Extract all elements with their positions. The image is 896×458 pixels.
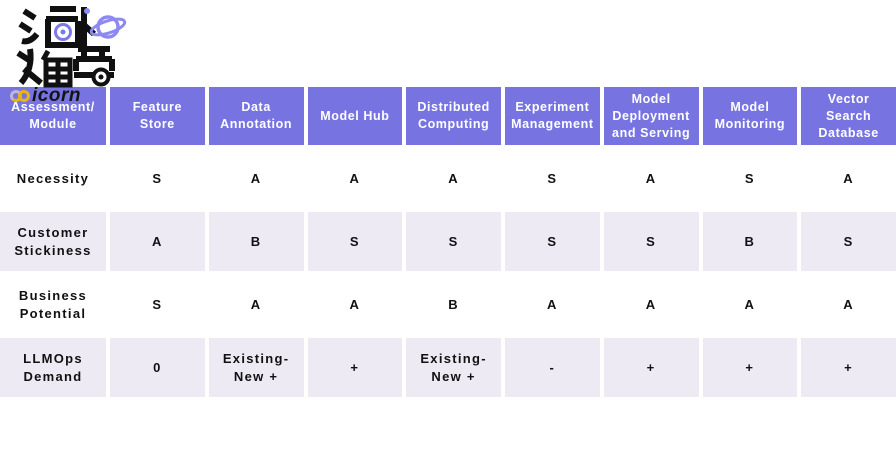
overseas-unicorn-cjk-logo-art	[16, 6, 127, 88]
table-cell: A	[448, 170, 459, 186]
table-cell: S	[505, 212, 600, 271]
saturn-planet-icon	[89, 15, 127, 39]
table-cell: +	[603, 338, 699, 397]
table-cell: A	[645, 296, 657, 312]
table-cell: A	[349, 170, 361, 186]
table-cell: -	[505, 338, 600, 397]
table-cell: S	[603, 212, 699, 271]
table-cell: B	[208, 212, 304, 271]
table-cell: A	[250, 296, 262, 312]
row-label-llmops-demand: LLMOps Demand	[0, 338, 106, 397]
table-cell: B	[448, 296, 459, 312]
table-cell: A	[547, 296, 558, 312]
header-vector-search-database: Vector Search Database	[801, 87, 896, 145]
table-cell: S	[406, 212, 501, 271]
table-cell: Existing- New +	[406, 338, 501, 397]
header-feature-store: Feature Store	[110, 87, 205, 145]
table-cell: B	[702, 212, 798, 271]
table-cell: S	[307, 212, 403, 271]
table-cell: A	[250, 170, 262, 186]
table-cell: A	[843, 170, 854, 186]
header-data-annotation: Data Annotation	[208, 87, 304, 145]
row-label-necessity: Necessity	[16, 170, 90, 186]
table-cell: A	[349, 296, 361, 312]
header-model-hub: Model Hub	[307, 87, 403, 145]
table-cell: A	[843, 296, 854, 312]
header-model-monitoring: Model Monitoring	[702, 87, 798, 145]
table-cell: S	[801, 212, 896, 271]
logo-wordmark-row: icorn	[10, 85, 81, 107]
row-label-business-potential: Business Potential	[18, 287, 88, 321]
table-cell: Existing- New +	[208, 338, 304, 397]
logo-ring-icon	[18, 90, 30, 102]
logo-wordmark: icorn	[32, 85, 81, 106]
table-cell: S	[744, 170, 755, 186]
table-cell: S	[152, 170, 163, 186]
table-cell: +	[307, 338, 403, 397]
table-cell: S	[547, 170, 558, 186]
table-cell: S	[152, 296, 163, 312]
header-distributed-computing: Distributed Computing	[406, 87, 501, 145]
overseas-unicorn-logo: icorn	[8, 3, 128, 109]
table-cell: A	[744, 296, 756, 312]
assessment-comparison-table: Assessment/ Module Feature Store Data An…	[0, 87, 896, 397]
table-cell: +	[702, 338, 798, 397]
row-label-customer-stickiness: Customer Stickiness	[0, 212, 106, 271]
table-cell: 0	[110, 338, 205, 397]
header-experiment-management: Experiment Management	[505, 87, 600, 145]
table-cell: +	[801, 338, 896, 397]
table-cell: A	[645, 170, 657, 186]
table-cell: A	[110, 212, 205, 271]
header-model-deployment-serving: Model Deployment and Serving	[603, 87, 699, 145]
